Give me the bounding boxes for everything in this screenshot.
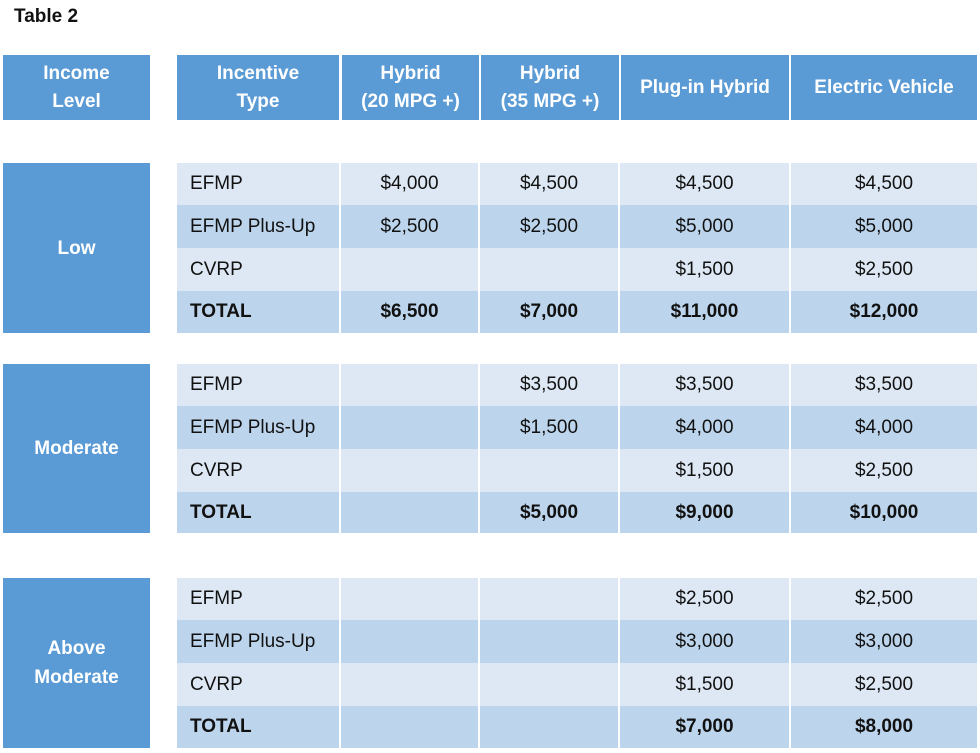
plugin-hybrid-cell: $9,000 bbox=[620, 492, 791, 533]
plugin-hybrid-cell: $2,500 bbox=[620, 578, 791, 620]
header-incentive-type-line2: Type bbox=[236, 90, 280, 112]
table-row: EFMP $4,000 $4,500 $4,500 $4,500 bbox=[177, 163, 977, 205]
income-level-label-line2: Moderate bbox=[34, 667, 119, 688]
plugin-hybrid-cell: $7,000 bbox=[620, 706, 791, 748]
table-row: CVRP $1,500 $2,500 bbox=[177, 449, 977, 492]
plugin-hybrid-cell: $1,500 bbox=[620, 449, 791, 492]
hybrid-20-cell bbox=[341, 663, 480, 706]
header-electric-vehicle: Electric Vehicle bbox=[791, 55, 977, 120]
plugin-hybrid-cell: $1,500 bbox=[620, 248, 791, 291]
electric-vehicle-cell: $4,500 bbox=[854, 173, 914, 194]
incentive-type-cell: TOTAL bbox=[177, 706, 341, 748]
hybrid-20-cell bbox=[341, 578, 480, 620]
total-row: TOTAL $7,000 $8,000 bbox=[177, 706, 977, 748]
income-level-low: Low bbox=[3, 163, 150, 333]
incentive-type-cell: EFMP Plus-Up bbox=[177, 620, 341, 663]
electric-vehicle-cell: $10,000 bbox=[849, 501, 919, 523]
electric-vehicle-cell: $2,500 bbox=[854, 673, 914, 695]
hybrid-35-cell bbox=[480, 706, 620, 748]
incentive-type-cell: CVRP bbox=[177, 449, 341, 492]
hybrid-35-cell: $1,500 bbox=[480, 406, 620, 449]
incentive-type-cell: EFMP bbox=[177, 578, 341, 620]
income-level-label: Low bbox=[57, 237, 96, 259]
header-income-level-line2: Level bbox=[52, 90, 101, 112]
hybrid-20-cell bbox=[341, 248, 480, 291]
income-level-label: Moderate bbox=[34, 438, 119, 459]
hybrid-20-cell bbox=[341, 406, 480, 449]
plugin-hybrid-cell: $1,500 bbox=[620, 663, 791, 706]
header-income-level: Income Level bbox=[3, 55, 150, 120]
hybrid-35-cell bbox=[480, 620, 620, 663]
table-row: EFMP $3,500 $3,500 $3,500 bbox=[177, 364, 977, 406]
group-above-moderate: EFMP $2,500 $2,500 EFMP Plus-Up $3,000 $… bbox=[177, 578, 977, 748]
hybrid-20-cell bbox=[341, 620, 480, 663]
header-hybrid-35-line1: Hybrid bbox=[519, 62, 581, 84]
hybrid-20-cell bbox=[341, 706, 480, 748]
header-hybrid-35-line2: (35 MPG +) bbox=[500, 90, 600, 112]
income-level-moderate: Moderate bbox=[3, 364, 150, 533]
hybrid-35-cell: $7,000 bbox=[480, 291, 620, 333]
electric-vehicle-cell: $2,500 bbox=[854, 588, 914, 609]
plugin-hybrid-cell: $3,500 bbox=[620, 364, 791, 406]
hybrid-20-cell bbox=[341, 364, 480, 406]
total-row: TOTAL $6,500 $7,000 $11,000 $12,000 bbox=[177, 291, 977, 333]
header-income-level-line1: Income bbox=[43, 62, 110, 84]
electric-vehicle-cell: $2,500 bbox=[854, 258, 914, 280]
incentive-type-cell: CVRP bbox=[177, 248, 341, 291]
plugin-hybrid-cell: $4,500 bbox=[620, 163, 791, 205]
hybrid-35-cell: $5,000 bbox=[480, 492, 620, 533]
hybrid-20-cell: $6,500 bbox=[341, 291, 480, 333]
incentive-type-cell: TOTAL bbox=[177, 492, 341, 533]
table-row: EFMP Plus-Up $2,500 $2,500 $5,000 $5,000 bbox=[177, 205, 977, 248]
incentive-type-cell: TOTAL bbox=[177, 291, 341, 333]
income-level-above-moderate: Above Moderate bbox=[3, 578, 150, 748]
header-hybrid-20-line2: (20 MPG +) bbox=[361, 90, 460, 112]
table-row: CVRP $1,500 $2,500 bbox=[177, 663, 977, 706]
electric-vehicle-cell: $3,000 bbox=[854, 630, 914, 652]
table-row: EFMP Plus-Up $1,500 $4,000 $4,000 bbox=[177, 406, 977, 449]
electric-vehicle-cell: $2,500 bbox=[854, 459, 914, 481]
table-row: CVRP $1,500 $2,500 bbox=[177, 248, 977, 291]
income-level-label-line1: Above bbox=[47, 638, 106, 659]
header-hybrid-20-line1: Hybrid bbox=[380, 62, 441, 84]
hybrid-20-cell bbox=[341, 449, 480, 492]
electric-vehicle-cell: $8,000 bbox=[854, 716, 914, 737]
plugin-hybrid-cell: $3,000 bbox=[620, 620, 791, 663]
incentive-type-cell: EFMP Plus-Up bbox=[177, 205, 341, 248]
plugin-hybrid-cell: $5,000 bbox=[620, 205, 791, 248]
electric-vehicle-cell: $4,000 bbox=[854, 416, 914, 438]
hybrid-35-cell bbox=[480, 663, 620, 706]
incentive-type-cell: EFMP bbox=[177, 163, 341, 205]
table-title: Table 2 bbox=[14, 6, 79, 27]
header-incentive-type: Incentive Type bbox=[177, 55, 339, 120]
hybrid-35-cell bbox=[480, 578, 620, 620]
total-row: TOTAL $5,000 $9,000 $10,000 bbox=[177, 492, 977, 533]
hybrid-20-cell: $2,500 bbox=[341, 205, 480, 248]
hybrid-35-cell: $3,500 bbox=[480, 364, 620, 406]
electric-vehicle-cell: $12,000 bbox=[849, 301, 919, 322]
plugin-hybrid-cell: $4,000 bbox=[620, 406, 791, 449]
plugin-hybrid-cell: $11,000 bbox=[620, 291, 791, 333]
hybrid-35-cell: $4,500 bbox=[480, 163, 620, 205]
hybrid-35-cell: $2,500 bbox=[480, 205, 620, 248]
incentive-type-cell: EFMP Plus-Up bbox=[177, 406, 341, 449]
electric-vehicle-cell: $5,000 bbox=[854, 215, 914, 237]
incentive-type-cell: CVRP bbox=[177, 663, 341, 706]
header-plugin-hybrid: Plug-in Hybrid bbox=[621, 55, 789, 120]
hybrid-20-cell bbox=[341, 492, 480, 533]
table-row: EFMP Plus-Up $3,000 $3,000 bbox=[177, 620, 977, 663]
group-moderate: EFMP $3,500 $3,500 $3,500 EFMP Plus-Up $… bbox=[177, 364, 977, 533]
header-hybrid-35: Hybrid (35 MPG +) bbox=[481, 55, 619, 120]
hybrid-20-cell: $4,000 bbox=[341, 163, 480, 205]
group-low: EFMP $4,000 $4,500 $4,500 $4,500 EFMP Pl… bbox=[177, 163, 977, 333]
header-hybrid-20: Hybrid (20 MPG +) bbox=[342, 55, 479, 120]
hybrid-35-cell bbox=[480, 248, 620, 291]
incentive-type-cell: EFMP bbox=[177, 364, 341, 406]
table-row: EFMP $2,500 $2,500 bbox=[177, 578, 977, 620]
hybrid-35-cell bbox=[480, 449, 620, 492]
electric-vehicle-cell: $3,500 bbox=[854, 374, 914, 395]
header-incentive-type-line1: Incentive bbox=[216, 62, 300, 84]
